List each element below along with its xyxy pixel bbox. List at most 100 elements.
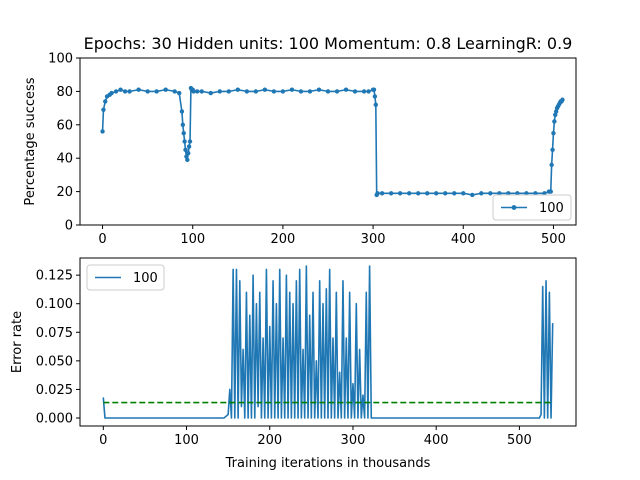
- chart1-point: [397, 191, 403, 196]
- chart1-point: [542, 191, 547, 196]
- chart1-point: [289, 87, 295, 92]
- chart1-point: [183, 147, 188, 153]
- bottom-chart: 0 100 200 300 400 500 0.000 0.025 0.050 0.075 0.10…: [10, 257, 577, 471]
- chart2-x-tick-label: 500: [507, 433, 532, 448]
- chart1-point: [373, 102, 378, 107]
- chart1-legend: [492, 194, 572, 221]
- top-chart: 0 100 200 300 400 500 0 20 40 60 80 100 Percentage s…: [23, 52, 577, 247]
- chart1-point: [127, 89, 132, 94]
- chart1-point: [343, 87, 349, 92]
- chart1-point: [372, 94, 378, 99]
- chart1-y-tick-label: 0: [65, 219, 73, 234]
- chart2-y-tick-label: 0.000: [36, 412, 73, 427]
- chart1-point: [406, 191, 412, 196]
- chart1-point: [199, 89, 204, 94]
- chart2-x-tick-label: 0: [99, 433, 107, 448]
- chart1-point: [235, 87, 241, 92]
- chart2-y-tick-label: 0.125: [36, 269, 73, 284]
- chart1-point: [195, 89, 200, 94]
- chart1-point: [262, 87, 268, 92]
- chart1-point: [181, 130, 186, 136]
- chart1-point: [425, 191, 430, 196]
- chart2-y-tick-label: 0.050: [36, 354, 73, 369]
- chart1-point: [109, 90, 114, 96]
- chart1-point: [497, 191, 502, 196]
- chart1-point: [379, 191, 385, 196]
- chart1-point: [307, 89, 313, 94]
- chart1-y-tick-label: 80: [56, 85, 73, 100]
- chart1-point: [334, 89, 340, 94]
- chart1-point: [163, 87, 168, 92]
- chart1-x-tick-label: 500: [541, 232, 566, 247]
- chart1-y-axis-label: Percentage success: [23, 77, 38, 205]
- chart1-point: [553, 109, 559, 114]
- chart1-x-tick-label: 100: [180, 232, 205, 247]
- chart1-point: [479, 191, 484, 196]
- chart1-point: [434, 191, 439, 196]
- chart1-x-tick-label: 400: [451, 232, 476, 247]
- chart1-point: [533, 191, 538, 196]
- chart1-point: [361, 89, 367, 94]
- chart1-point: [145, 89, 150, 94]
- chart2-x-tick-label: 200: [257, 433, 282, 448]
- chart-title: Epochs: 30 Hidden units: 100 Momentum: 0…: [84, 34, 573, 53]
- chart1-x-tick-label: 0: [98, 232, 106, 247]
- chart1-point: [191, 89, 196, 94]
- chart1-point: [452, 191, 457, 196]
- chart1-point: [180, 122, 186, 128]
- chart1-point: [101, 107, 106, 112]
- chart1-point: [553, 112, 558, 117]
- chart1-point: [177, 90, 182, 96]
- chart1-point: [524, 191, 529, 196]
- chart1-legend-marker: [511, 205, 517, 210]
- chart1-point: [122, 89, 128, 94]
- chart1-x-tick-label: 300: [361, 232, 386, 247]
- chart1-y-tick-label: 20: [56, 185, 73, 200]
- chart1-point: [549, 162, 554, 168]
- chart1-point: [226, 89, 231, 94]
- chart1-y-tick-label: 40: [56, 152, 73, 167]
- chart1-point: [179, 109, 185, 114]
- chart1-point: [271, 89, 277, 94]
- chart1-point: [443, 191, 448, 196]
- chart1-point: [253, 89, 259, 94]
- chart1-point: [461, 191, 466, 196]
- chart1-y-tick-label: 100: [48, 52, 73, 67]
- chart1-point: [470, 192, 475, 198]
- chart1-point: [375, 191, 380, 196]
- chart2-axes-frame: [79, 257, 577, 427]
- chart1-point: [244, 89, 250, 94]
- chart1-point: [184, 154, 189, 159]
- chart1-point: [186, 150, 191, 156]
- chart1-point: [187, 139, 193, 144]
- chart2-series-1-line: [102, 265, 554, 419]
- chart1-point: [371, 87, 377, 92]
- chart1-point: [352, 89, 358, 94]
- chart2-x-tick-label: 300: [341, 433, 366, 448]
- chart1-point: [552, 119, 557, 124]
- chart2-x-tick-label: 100: [174, 433, 199, 448]
- chart1-point: [280, 89, 286, 94]
- chart1-point: [515, 191, 520, 196]
- chart1-point: [316, 87, 322, 92]
- chart1-point: [100, 129, 105, 134]
- chart1-point: [366, 89, 371, 94]
- chart1-point: [298, 89, 304, 94]
- chart1-point: [506, 191, 511, 196]
- chart1-point: [415, 191, 421, 196]
- chart1-x-tick-label: 200: [270, 232, 295, 247]
- chart2-y-tick-label: 0.100: [36, 297, 73, 312]
- chart1-point: [185, 157, 190, 163]
- chart1-point: [548, 189, 553, 194]
- chart1-point: [488, 191, 493, 196]
- chart1-point: [551, 130, 556, 136]
- chart1-point: [103, 99, 108, 104]
- chart1-point: [325, 89, 331, 94]
- chart1-point: [154, 89, 159, 94]
- chart1-point: [113, 89, 119, 94]
- chart1-point: [208, 90, 213, 96]
- chart1-y-tick-label: 60: [56, 118, 73, 133]
- chart2-x-tick-label: 400: [424, 433, 449, 448]
- chart2-y-tick-label: 0.075: [36, 326, 73, 341]
